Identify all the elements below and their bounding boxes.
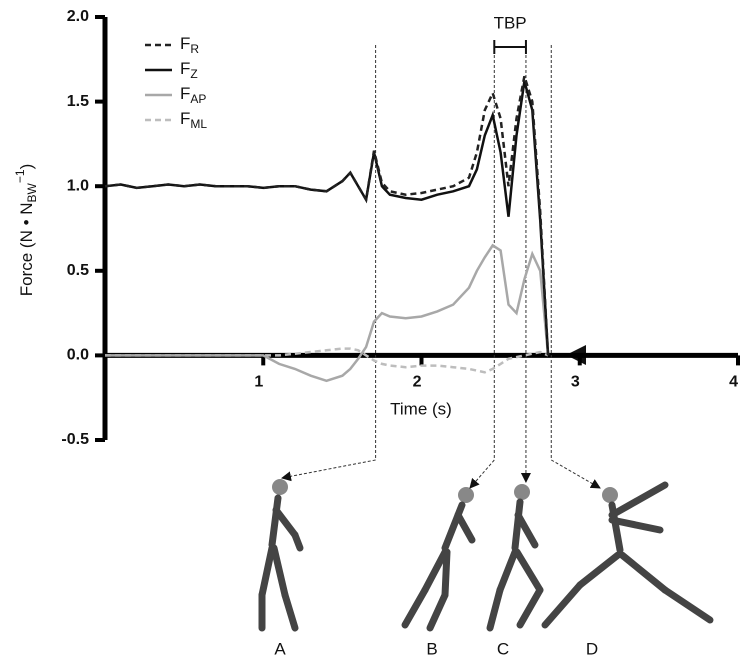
series-line <box>104 75 550 356</box>
y-axis-label: Force (N • NBW−1) <box>13 164 39 297</box>
event-label: C <box>497 639 509 658</box>
legend-main: F <box>180 109 190 128</box>
event-label: D <box>586 639 598 658</box>
event-arrow <box>469 459 495 489</box>
x-tick-label: 3 <box>571 374 580 391</box>
tbp-label: TBP <box>494 13 527 32</box>
y-tick-label: -0.5 <box>61 431 89 448</box>
legend-label: FR <box>180 34 199 56</box>
x-tick-label: 1 <box>254 374 263 391</box>
event-label: A <box>274 639 286 658</box>
series-line <box>105 347 549 374</box>
x-tick-label: 4 <box>729 374 738 391</box>
legend-main: F <box>180 84 190 103</box>
legend-sub: Z <box>190 67 197 81</box>
event-arrow <box>281 459 376 482</box>
y-label-sup: −1 <box>13 169 27 183</box>
y-tick-label: 1.5 <box>67 93 89 110</box>
legend-main: F <box>180 34 190 53</box>
legend-sub: AP <box>190 92 206 106</box>
y-label-end: ) <box>17 164 36 170</box>
event-arrow <box>551 459 601 489</box>
y-label-text: Force (N • N <box>17 202 36 296</box>
event-label: B <box>426 639 437 658</box>
legend-sub: ML <box>190 117 207 131</box>
y-tick-label: 0.5 <box>67 262 89 279</box>
y-label-sub: BW <box>25 182 39 202</box>
y-tick-label: 1.0 <box>67 177 89 194</box>
legend-main: F <box>180 59 190 78</box>
legend-label: FAP <box>180 84 206 106</box>
figure-c <box>486 484 544 632</box>
legend-label: FML <box>180 109 207 131</box>
stick-figures <box>258 479 714 632</box>
series-line <box>104 80 550 356</box>
series-line <box>105 243 550 383</box>
x-axis-label: Time (s) <box>390 399 452 418</box>
y-tick-label: 0.0 <box>67 347 89 364</box>
figure-b <box>401 487 476 632</box>
x-tick-label: 2 <box>413 374 422 391</box>
legend-label: FZ <box>180 59 198 81</box>
figure-d <box>541 481 714 629</box>
figure-a <box>258 479 304 632</box>
tbp-bracket <box>493 40 527 54</box>
legend-sub: R <box>190 42 199 56</box>
y-tick-label: 2.0 <box>67 8 89 25</box>
